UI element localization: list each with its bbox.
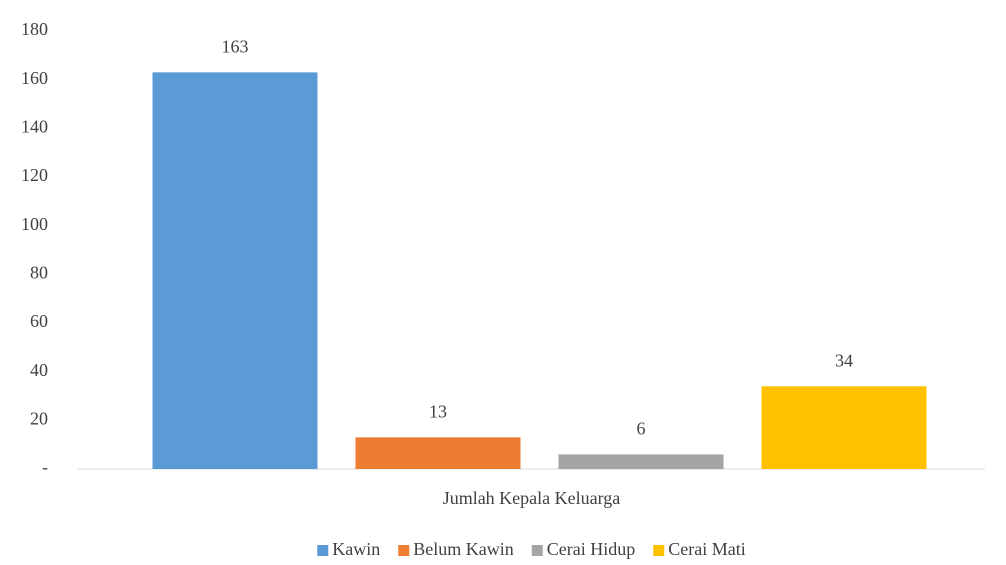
bar <box>558 454 724 469</box>
bar <box>355 437 521 469</box>
y-tick-label: 140 <box>21 116 48 136</box>
y-tick-label: - <box>42 457 48 477</box>
y-tick-label: 20 <box>30 408 48 428</box>
legend-label: Cerai Hidup <box>547 539 635 559</box>
y-tick-label: 60 <box>30 311 48 331</box>
legend-swatch <box>398 545 410 556</box>
y-tick-label: 80 <box>30 262 48 282</box>
y-tick-label: 120 <box>21 165 48 185</box>
data-label: 6 <box>637 419 646 439</box>
legend-label: Kawin <box>332 539 380 559</box>
y-tick-label: 180 <box>21 19 48 39</box>
legend-label: Cerai Mati <box>668 539 745 559</box>
y-tick-label: 160 <box>21 68 48 88</box>
data-label: 163 <box>222 36 249 56</box>
legend-swatch <box>317 545 329 556</box>
bar <box>761 386 927 469</box>
legend-swatch <box>653 545 665 556</box>
x-tick-label: Jumlah Kepala Keluarga <box>443 488 621 508</box>
bar <box>152 72 318 469</box>
legend-label: Belum Kawin <box>413 539 514 559</box>
y-tick-label: 40 <box>30 360 48 380</box>
y-tick-label: 100 <box>21 214 48 234</box>
data-label: 13 <box>429 401 447 421</box>
legend-swatch <box>531 545 543 556</box>
data-label: 34 <box>835 350 853 370</box>
